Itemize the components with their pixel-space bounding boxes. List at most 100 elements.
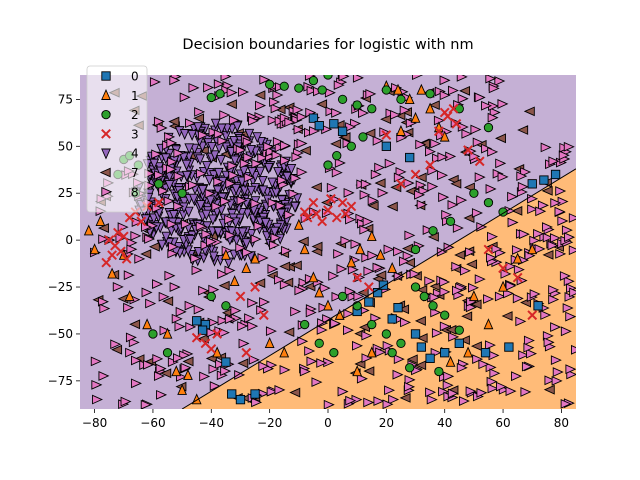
point-8 [196,168,208,179]
point-1 [299,243,310,255]
point-8 [242,137,254,147]
point-8 [343,325,354,336]
point-7 [404,257,415,268]
point-8 [460,265,471,276]
point-8 [540,142,552,153]
point-8 [227,160,239,171]
point-7 [289,387,301,398]
point-3 [396,178,406,189]
point-4 [178,152,189,164]
point-8 [515,316,527,327]
chart-title: Decision boundaries for logistic with nm [182,37,473,53]
point-4 [188,193,199,205]
point-8 [511,245,523,255]
point-4 [208,251,219,263]
point-8 [224,314,236,325]
point-8 [267,197,279,208]
point-8 [270,232,282,243]
point-8 [258,361,270,372]
point-1 [323,299,333,311]
point-0 [221,357,231,367]
point-7 [310,182,322,193]
point-8 [362,216,374,227]
point-8 [167,156,179,167]
point-8 [517,181,529,192]
point-8 [153,371,165,381]
point-7 [168,116,180,127]
point-8 [250,234,262,245]
point-4 [257,175,268,187]
point-8 [130,378,142,389]
y-axis: −75 −50 −25 0 25 50 75 [48,92,80,388]
point-4 [161,231,172,243]
point-8 [220,75,232,82]
point-8 [284,210,296,220]
point-1 [425,102,436,114]
point-8 [159,325,171,336]
point-3 [352,272,363,283]
point-3 [410,169,421,180]
point-8 [333,80,345,91]
point-3 [381,130,392,140]
point-8 [361,353,373,363]
point-3 [206,344,217,354]
point-3 [323,205,333,216]
point-4 [195,154,206,166]
point-8 [367,195,379,206]
x-tick-label: 0 [324,416,332,430]
point-8 [472,354,484,365]
x-tick-label: −20 [257,416,282,430]
point-8 [248,115,260,126]
point-8 [448,331,460,342]
point-0 [329,119,339,129]
point-4 [183,206,194,218]
point-1 [439,130,450,142]
point-8 [198,285,210,296]
point-8 [306,356,318,367]
point-8 [451,261,463,272]
point-8 [145,298,157,309]
point-8 [238,338,250,349]
legend-label-1: 1 [131,89,139,103]
point-8 [562,303,574,313]
point-8 [542,232,554,243]
point-8 [143,359,154,370]
point-7 [162,296,174,307]
point-8 [541,222,553,232]
point-0 [527,179,537,189]
point-8 [92,394,104,405]
point-4 [260,218,271,229]
point-8 [266,386,278,397]
point-8 [144,234,156,244]
point-8 [169,282,181,292]
point-8 [363,397,375,408]
point-8 [211,201,223,212]
point-2 [469,188,479,198]
point-8 [438,192,450,203]
point-2 [221,301,231,311]
point-8 [173,201,185,212]
point-8 [526,348,538,359]
point-8 [373,396,385,407]
point-8 [439,75,451,86]
point-4 [246,144,256,156]
point-8 [217,315,229,326]
point-8 [452,285,463,296]
point-2 [352,301,362,311]
point-8 [230,305,242,316]
point-8 [465,386,477,397]
point-8 [154,170,166,180]
point-3 [212,329,223,339]
point-8 [190,253,202,264]
point-8 [488,83,500,94]
point-8 [126,244,138,255]
legend-marker-1 [101,88,111,100]
point-8 [550,322,562,332]
point-4 [213,226,224,238]
point-8 [316,325,328,335]
point-0 [533,301,543,311]
point-8 [361,330,373,341]
point-8 [99,303,111,314]
point-8 [544,375,556,386]
point-0 [425,353,435,363]
